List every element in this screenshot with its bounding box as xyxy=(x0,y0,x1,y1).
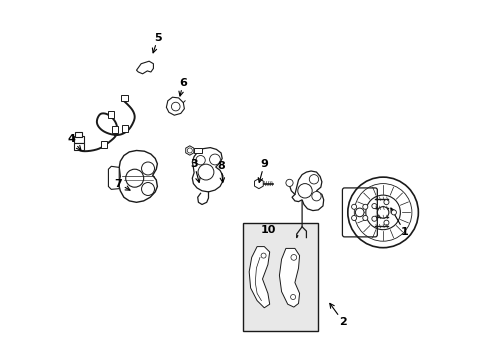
Circle shape xyxy=(141,162,154,175)
Circle shape xyxy=(383,199,388,204)
Text: 5: 5 xyxy=(152,33,162,53)
Circle shape xyxy=(290,255,296,260)
Circle shape xyxy=(297,184,311,198)
FancyBboxPatch shape xyxy=(342,188,377,237)
Text: 9: 9 xyxy=(258,159,268,183)
Circle shape xyxy=(383,220,388,225)
Circle shape xyxy=(209,154,220,165)
Circle shape xyxy=(355,208,363,217)
Circle shape xyxy=(309,175,318,184)
Text: 1: 1 xyxy=(390,208,408,237)
Polygon shape xyxy=(249,247,269,308)
Circle shape xyxy=(187,148,192,153)
Circle shape xyxy=(311,192,321,201)
Polygon shape xyxy=(192,148,223,192)
Bar xyxy=(194,148,202,153)
Circle shape xyxy=(261,253,265,258)
Circle shape xyxy=(141,183,154,195)
Circle shape xyxy=(362,216,367,221)
Polygon shape xyxy=(118,150,157,202)
Bar xyxy=(121,95,127,101)
Bar xyxy=(75,132,82,137)
Circle shape xyxy=(125,169,143,187)
Text: 7: 7 xyxy=(114,179,130,190)
Polygon shape xyxy=(185,146,193,155)
Circle shape xyxy=(371,216,376,221)
Text: 3: 3 xyxy=(190,159,200,183)
Bar xyxy=(122,125,127,132)
Circle shape xyxy=(362,204,367,209)
Bar xyxy=(74,143,84,150)
Circle shape xyxy=(171,102,180,111)
Polygon shape xyxy=(166,97,184,115)
Text: 2: 2 xyxy=(329,303,346,327)
Circle shape xyxy=(390,210,396,215)
Polygon shape xyxy=(254,179,263,189)
Text: 6: 6 xyxy=(179,78,187,96)
Polygon shape xyxy=(279,248,299,307)
Text: 10: 10 xyxy=(260,225,275,235)
Circle shape xyxy=(196,156,205,165)
Polygon shape xyxy=(136,61,153,74)
Polygon shape xyxy=(108,166,119,189)
Circle shape xyxy=(377,207,388,218)
Circle shape xyxy=(351,204,356,209)
Bar xyxy=(101,141,107,148)
Bar xyxy=(112,126,118,133)
Text: 4: 4 xyxy=(67,134,81,150)
Bar xyxy=(108,111,114,118)
Bar xyxy=(74,136,84,143)
Circle shape xyxy=(290,294,295,300)
Bar xyxy=(242,223,318,331)
Circle shape xyxy=(371,203,376,208)
Circle shape xyxy=(198,164,213,180)
Circle shape xyxy=(285,179,292,186)
Circle shape xyxy=(351,216,356,221)
Text: 8: 8 xyxy=(217,161,224,183)
